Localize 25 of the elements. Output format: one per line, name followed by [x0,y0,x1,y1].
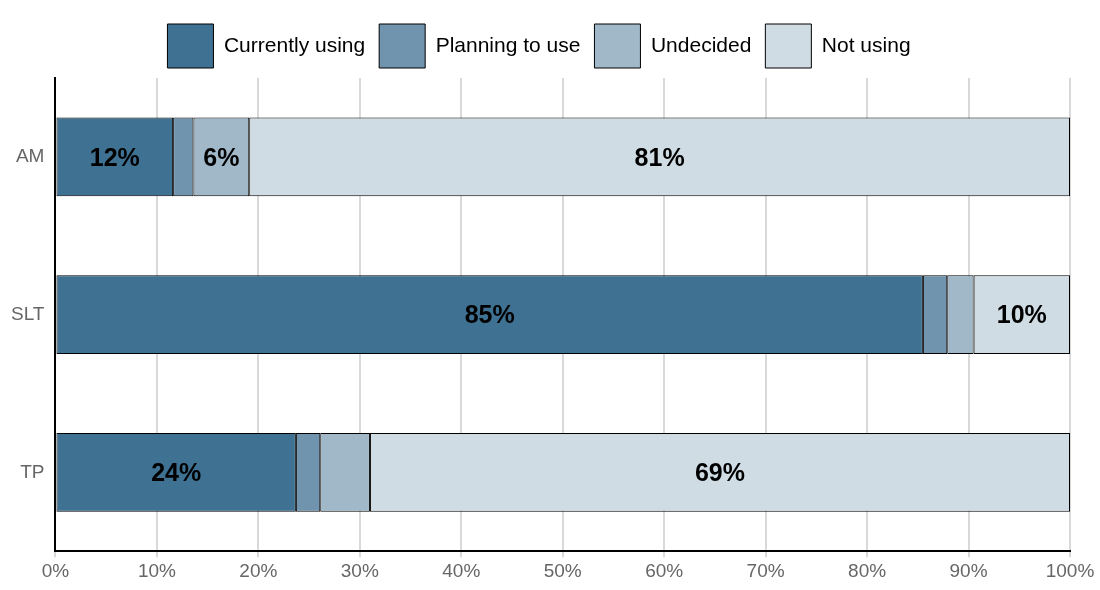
x-tick-label: 90% [949,559,988,581]
x-tick-label: 20% [239,559,278,581]
data-label: 81% [634,142,685,171]
y-tick-label: TP [20,460,45,482]
x-tick-label: 40% [442,559,481,581]
legend-label: Undecided [650,32,752,56]
x-tick-label: 80% [848,559,887,581]
y-tick-label: SLT [11,302,45,324]
data-label: 85% [464,300,515,329]
legend-label: Planning to use [435,32,581,56]
x-tick-label: 10% [137,559,177,581]
x-tick-label: 100% [1045,559,1095,581]
data-label: 69% [694,458,745,487]
x-tick-label: 0% [41,559,70,581]
legend-label: Not using [821,32,911,56]
x-tick-label: 70% [746,559,785,581]
x-tick-label: 50% [543,559,582,581]
x-tick-label: 60% [645,559,684,581]
data-label: 6% [203,142,240,171]
data-label: 24% [151,458,202,487]
x-tick-label: 30% [340,559,379,581]
y-tick-label: AM [15,145,45,167]
data-label: 12% [89,142,140,171]
data-label: 10% [996,300,1047,329]
legend-label: Currently using [223,32,366,56]
